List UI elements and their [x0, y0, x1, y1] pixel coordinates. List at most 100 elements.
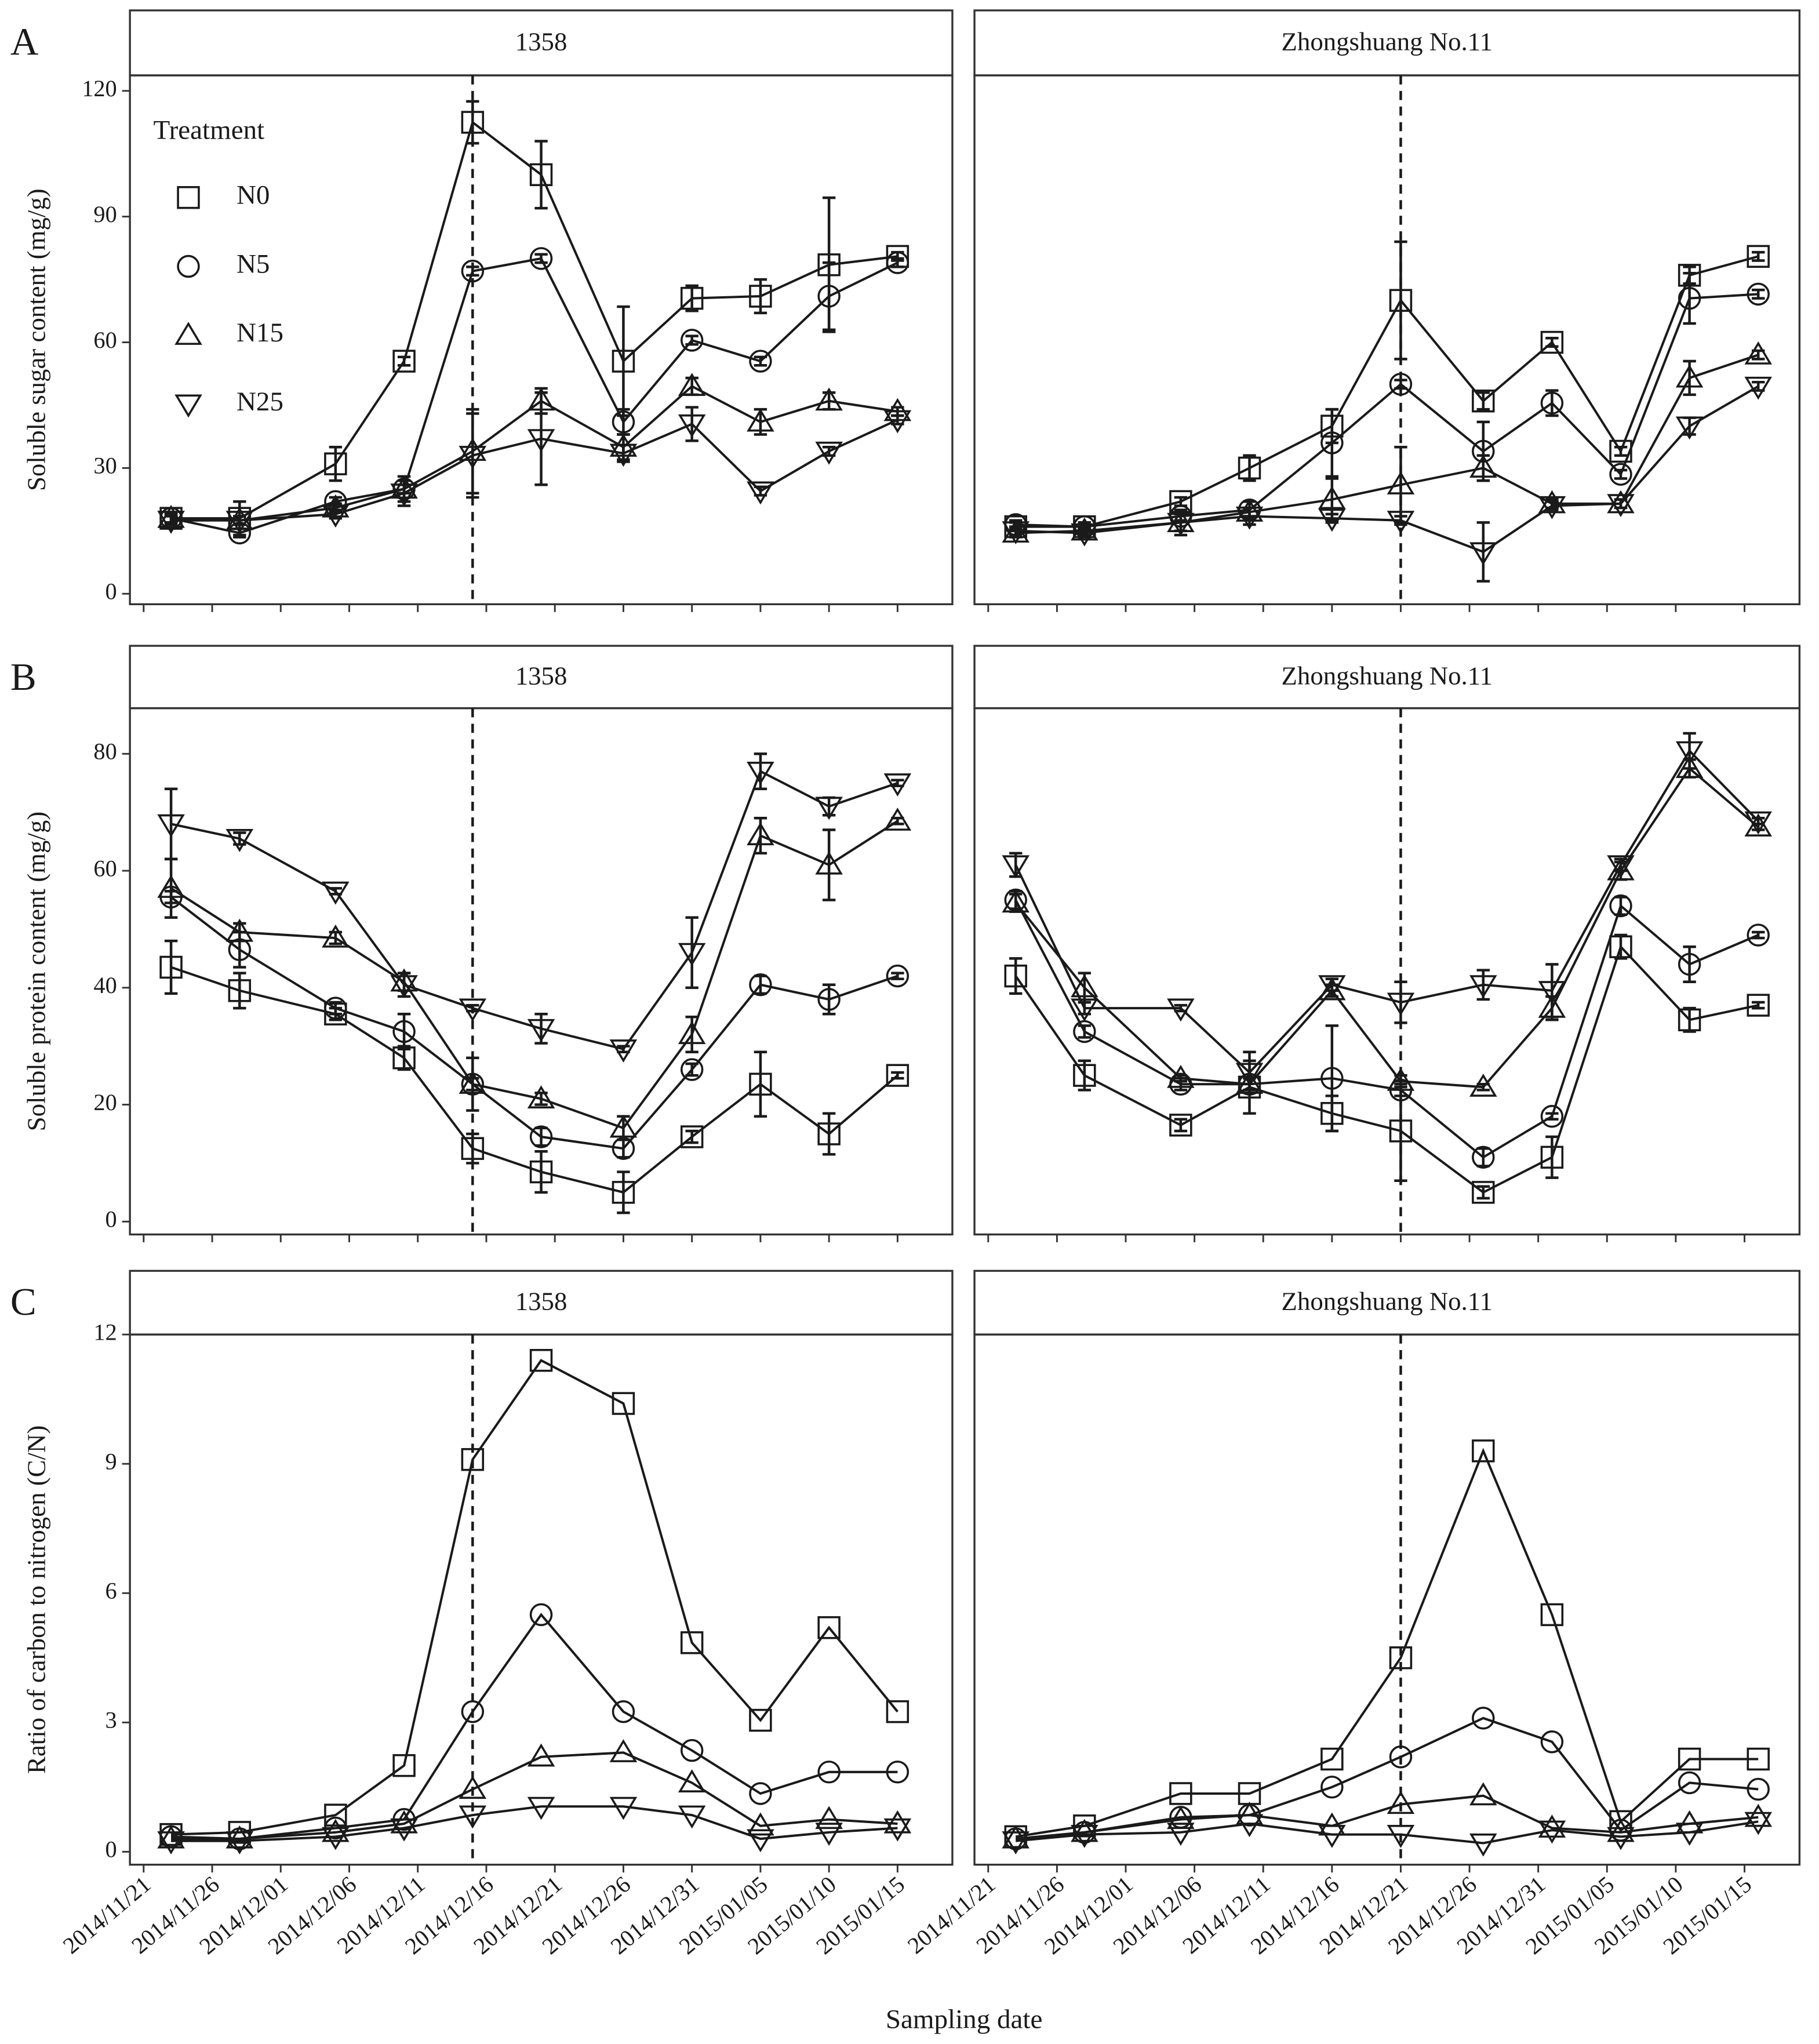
marker-triangle-down — [1538, 1820, 1566, 1844]
marker-square — [1747, 1747, 1770, 1771]
marker-triangle-up — [1744, 1803, 1772, 1827]
error-bar — [1009, 957, 1023, 995]
marker-triangle-up — [678, 1021, 706, 1045]
marker-triangle-up — [225, 918, 254, 942]
marker-triangle-down — [225, 829, 254, 852]
error-bar — [1545, 389, 1559, 417]
marker-circle — [1609, 894, 1632, 918]
marker-triangle-down — [609, 1796, 638, 1820]
series-line — [1016, 293, 1759, 528]
marker-triangle-up — [1071, 974, 1098, 998]
marker-triangle-down — [527, 1019, 555, 1042]
error-bar — [617, 1170, 630, 1214]
error-bar — [1476, 1147, 1490, 1168]
marker-triangle-down — [157, 511, 185, 534]
error-bar — [1614, 468, 1628, 480]
marker-circle — [1747, 923, 1770, 947]
error-bar — [685, 1062, 699, 1077]
marker-square — [886, 1064, 909, 1087]
y-tick-label: 120 — [82, 75, 117, 101]
marker-square — [392, 1754, 416, 1777]
error-bar — [891, 257, 904, 268]
panel-title: Zhongshuang No.11 — [1282, 661, 1493, 690]
error-bar — [1752, 1001, 1765, 1010]
marker-square — [680, 286, 704, 310]
marker-triangle-up — [157, 875, 185, 898]
y-tick-label: 90 — [93, 201, 117, 227]
marker-circle — [1389, 1745, 1413, 1769]
y-tick-label: 0 — [105, 579, 117, 605]
marker-triangle-down — [1469, 975, 1497, 999]
y-tick-label: 60 — [93, 327, 117, 353]
marker-square — [1747, 994, 1770, 1017]
error-bar — [397, 355, 411, 367]
strip — [973, 1270, 1801, 1336]
marker-square — [1389, 1119, 1413, 1143]
marker-triangle-down — [390, 975, 418, 999]
marker-triangle-down — [1387, 1825, 1415, 1848]
error-bar — [1394, 379, 1407, 390]
marker-triangle-down — [1318, 508, 1346, 532]
marker-square — [461, 1137, 485, 1160]
y-tick-label: 30 — [93, 453, 117, 479]
marker-square — [529, 163, 553, 187]
marker-triangle-down — [1167, 998, 1195, 1022]
marker-square — [749, 1708, 772, 1732]
panel-label: A — [10, 20, 39, 63]
marker-triangle-up — [459, 1776, 487, 1799]
marker-circle — [529, 247, 553, 270]
marker-triangle-down — [1002, 521, 1030, 545]
error-bar — [822, 261, 836, 332]
marker-circle — [461, 1700, 485, 1723]
marker-circle — [529, 1603, 553, 1627]
marker-triangle-up — [1469, 1074, 1497, 1097]
error-bar — [329, 445, 343, 482]
marker-triangle-down — [1469, 1833, 1497, 1857]
marker-triangle-down — [747, 762, 774, 785]
marker-square — [817, 1122, 841, 1145]
marker-triangle-down — [609, 1039, 638, 1063]
marker-triangle-down — [1744, 376, 1772, 400]
y-axis-label: Soluble protein content (mg/g) — [22, 812, 51, 1132]
error-bar — [534, 391, 548, 486]
marker-triangle-down — [1235, 1814, 1264, 1838]
panel-title: 1358 — [515, 27, 567, 56]
marker-circle — [1389, 373, 1413, 396]
error-bar — [1752, 250, 1765, 262]
marker-triangle-down — [1607, 1827, 1635, 1850]
marker-triangle-down — [322, 504, 350, 528]
marker-triangle-down — [459, 446, 487, 469]
marker-triangle-down — [225, 511, 254, 534]
marker-triangle-up — [1071, 1818, 1098, 1842]
marker-triangle-down — [678, 943, 706, 966]
y-tick-label: 12 — [93, 1319, 117, 1345]
error-bar — [1683, 945, 1696, 983]
marker-triangle-down — [1071, 998, 1098, 1022]
plot-frame — [973, 74, 1801, 606]
error-bar — [233, 972, 246, 1010]
error-bar — [1394, 980, 1407, 1024]
marker-triangle-down — [1235, 1063, 1264, 1086]
marker-circle — [1609, 463, 1632, 486]
marker-circle — [1320, 431, 1344, 454]
marker-circle — [1678, 1771, 1701, 1795]
error-bar — [466, 100, 479, 145]
marker-triangle-down — [815, 441, 843, 465]
marker-square — [461, 111, 485, 134]
marker-circle — [680, 1058, 704, 1081]
marker-circle — [1747, 282, 1770, 306]
marker-triangle-up — [815, 1806, 843, 1830]
panel-label: B — [10, 655, 37, 699]
marker-circle — [461, 259, 485, 283]
marker-square — [1169, 1782, 1192, 1805]
marker-square — [392, 350, 416, 373]
error-bar — [466, 1056, 479, 1112]
marker-triangle-up — [1538, 1814, 1566, 1838]
marker-circle — [817, 285, 841, 308]
marker-triangle-down — [527, 1796, 555, 1820]
marker-circle — [1472, 1145, 1495, 1169]
marker-circle — [1540, 391, 1564, 415]
marker-square — [1472, 389, 1495, 413]
